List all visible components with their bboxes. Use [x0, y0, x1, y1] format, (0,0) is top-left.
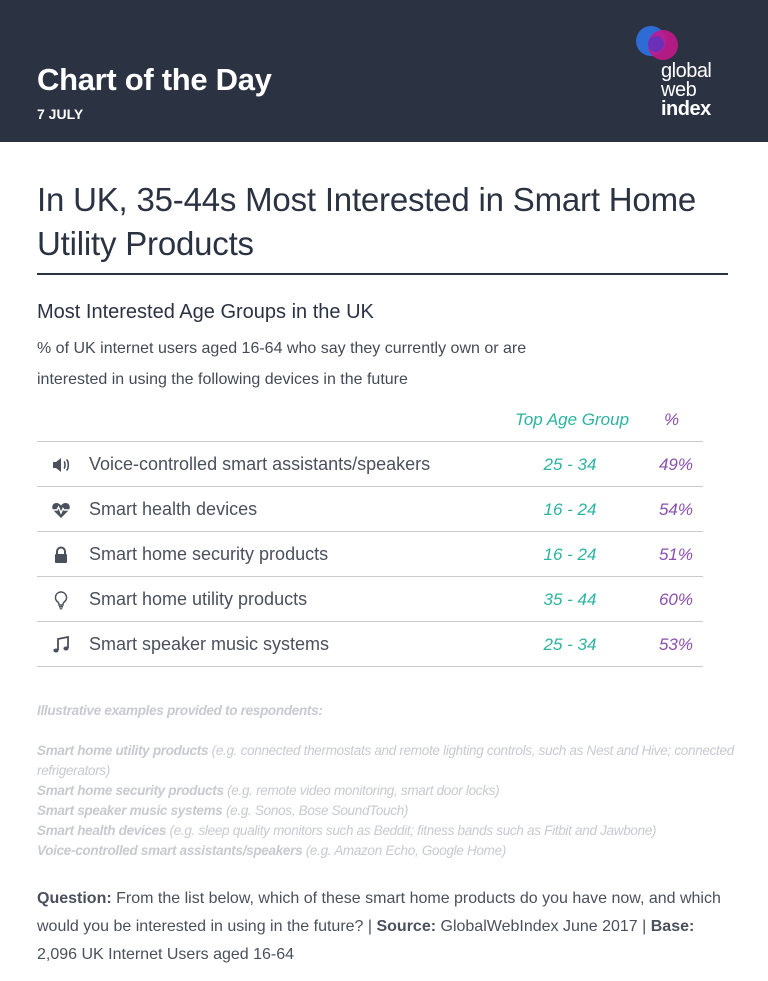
- row-percent: 54%: [658, 500, 693, 519]
- notes-detail: (e.g. remote video monitoring, smart doo…: [223, 783, 500, 798]
- notes-detail: (e.g. sleep quality monitors such as Bed…: [166, 823, 657, 838]
- row-percent: 51%: [658, 545, 693, 564]
- separator: |: [363, 918, 377, 935]
- row-label: Voice-controlled smart assistants/speake…: [89, 454, 431, 474]
- table-row: Smart home security products 16 - 24 51%: [37, 531, 703, 576]
- base-text: 2,096 UK Internet Users aged 16-64: [37, 946, 295, 963]
- row-age-group: 16 - 24: [543, 545, 597, 564]
- notes-item: Smart speaker music systems (e.g. Sonos,…: [37, 801, 737, 821]
- base-label: Base:: [650, 918, 695, 935]
- notes-detail: (e.g. Amazon Echo, Google Home): [302, 843, 507, 858]
- column-header-top-age-group: Top Age Group: [515, 410, 630, 429]
- table-row: Smart home utility products 35 - 44 60%: [37, 576, 703, 621]
- row-age-group: 25 - 34: [543, 455, 597, 474]
- data-table: Voice-controlled smart assistants/speake…: [37, 441, 703, 667]
- notes-term: Voice-controlled smart assistants/speake…: [37, 843, 303, 858]
- notes-heading: Illustrative examples provided to respon…: [37, 703, 323, 718]
- row-age-group: 16 - 24: [543, 500, 597, 519]
- notes-detail: (e.g. Sonos, Bose SoundTouch): [222, 803, 409, 818]
- music-note-icon: [53, 635, 69, 653]
- table-row: Smart speaker music systems 25 - 34 53%: [37, 621, 703, 667]
- column-header-percent: %: [664, 410, 680, 429]
- globalwebindex-logo: global web index: [634, 24, 734, 124]
- source-text: GlobalWebIndex June 2017: [436, 918, 638, 935]
- row-label: Smart home utility products: [89, 589, 308, 609]
- chart-title: Most Interested Age Groups in the UK: [37, 301, 374, 323]
- logo-text: global web index: [661, 60, 712, 120]
- logo-line-3: index: [661, 98, 711, 120]
- footer-source: Question: From the list below, which of …: [37, 885, 737, 969]
- headline: In UK, 35-44s Most Interested in Smart H…: [37, 181, 697, 262]
- source-label: Source:: [376, 918, 437, 935]
- notes-item: Smart home utility products (e.g. connec…: [37, 741, 737, 781]
- lightbulb-icon: [54, 591, 68, 610]
- lock-icon: [55, 546, 67, 563]
- speaker-icon: [53, 458, 70, 472]
- row-label: Smart home security products: [89, 544, 329, 564]
- logo-line-2: web: [661, 79, 697, 101]
- header-title: Chart of the Day: [37, 62, 272, 97]
- notes-term: Smart home utility products: [37, 743, 209, 758]
- chart-subtitle: % of UK internet users aged 16-64 who sa…: [37, 340, 527, 388]
- table-row: Voice-controlled smart assistants/speake…: [37, 441, 703, 486]
- question-label: Question:: [37, 890, 112, 907]
- header-date: 7 JULY: [37, 106, 84, 122]
- notes-item: Smart home security products (e.g. remot…: [37, 781, 737, 801]
- row-label: Smart health devices: [89, 499, 258, 519]
- notes-term: Smart speaker music systems: [37, 803, 223, 818]
- heartbeat-icon: [52, 502, 70, 518]
- row-percent: 53%: [658, 635, 693, 654]
- row-age-group: 35 - 44: [543, 590, 597, 609]
- logo-circles-icon: [636, 26, 678, 60]
- illustrative-examples-notes: Illustrative examples provided to respon…: [37, 701, 737, 861]
- notes-item: Voice-controlled smart assistants/speake…: [37, 841, 737, 861]
- notes-item: Smart health devices (e.g. sleep quality…: [37, 821, 737, 841]
- row-percent: 49%: [658, 455, 693, 474]
- logo-line-1: global: [661, 60, 712, 82]
- question-text: From the list below, which of these smar…: [37, 890, 721, 935]
- notes-term: Smart health devices: [37, 823, 167, 838]
- separator: |: [637, 918, 651, 935]
- headline-divider: [37, 273, 728, 275]
- header-banner: Chart of the Day 7 JULY global web index: [0, 0, 768, 142]
- table-row: Smart health devices 16 - 24 54%: [37, 486, 703, 531]
- notes-term: Smart home security products: [37, 783, 224, 798]
- row-label: Smart speaker music systems: [89, 634, 330, 654]
- row-age-group: 25 - 34: [543, 635, 597, 654]
- notes-detail: (e.g. connected thermostats and remote l…: [37, 743, 734, 778]
- row-percent: 60%: [658, 590, 693, 609]
